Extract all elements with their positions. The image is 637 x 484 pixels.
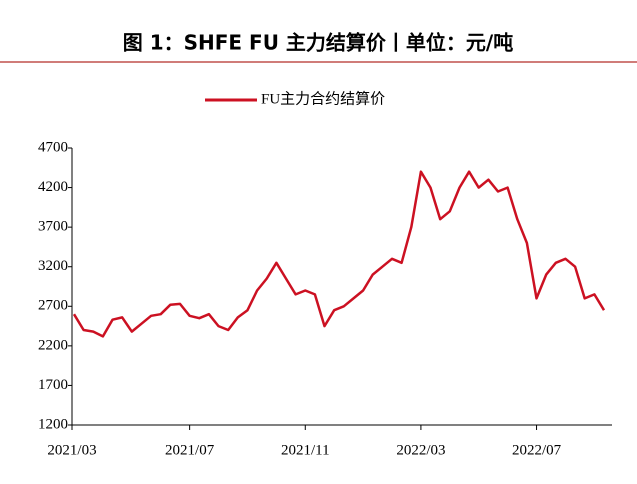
y-tick-label: 4700 [38,139,68,155]
x-tick-label: 2022/07 [512,442,562,458]
y-tick-label: 3200 [38,258,68,274]
y-tick-label: 4200 [38,179,68,195]
y-tick-label: 1200 [38,416,68,432]
y-tick-label: 2700 [38,298,68,314]
x-tick-label: 2021/07 [165,442,215,458]
x-tick-label: 2021/11 [281,442,330,458]
y-tick-label: 2200 [38,337,68,353]
chart-title: 图 1：SHFE FU 主力结算价丨单位：元/吨 [123,31,513,55]
legend-label: FU主力合约结算价 [261,89,385,107]
x-tick-label: 2021/03 [47,442,96,458]
data-line [72,170,606,338]
x-tick-label: 2022/03 [396,442,445,458]
y-tick-label: 3700 [38,219,68,235]
y-tick-label: 1700 [38,377,68,393]
